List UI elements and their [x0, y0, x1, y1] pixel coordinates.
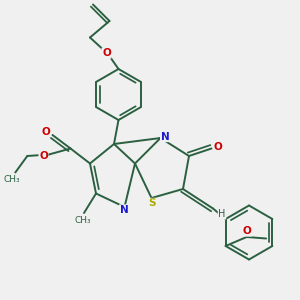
Text: O: O — [214, 142, 223, 152]
Text: S: S — [148, 198, 156, 208]
Text: CH₃: CH₃ — [74, 216, 91, 225]
Text: H: H — [218, 209, 226, 219]
Text: N: N — [119, 205, 128, 215]
Text: N: N — [160, 131, 169, 142]
Text: CH₃: CH₃ — [4, 175, 21, 184]
Text: O: O — [102, 48, 111, 58]
Text: O: O — [39, 151, 48, 161]
Text: O: O — [242, 226, 251, 236]
Text: O: O — [41, 127, 50, 137]
